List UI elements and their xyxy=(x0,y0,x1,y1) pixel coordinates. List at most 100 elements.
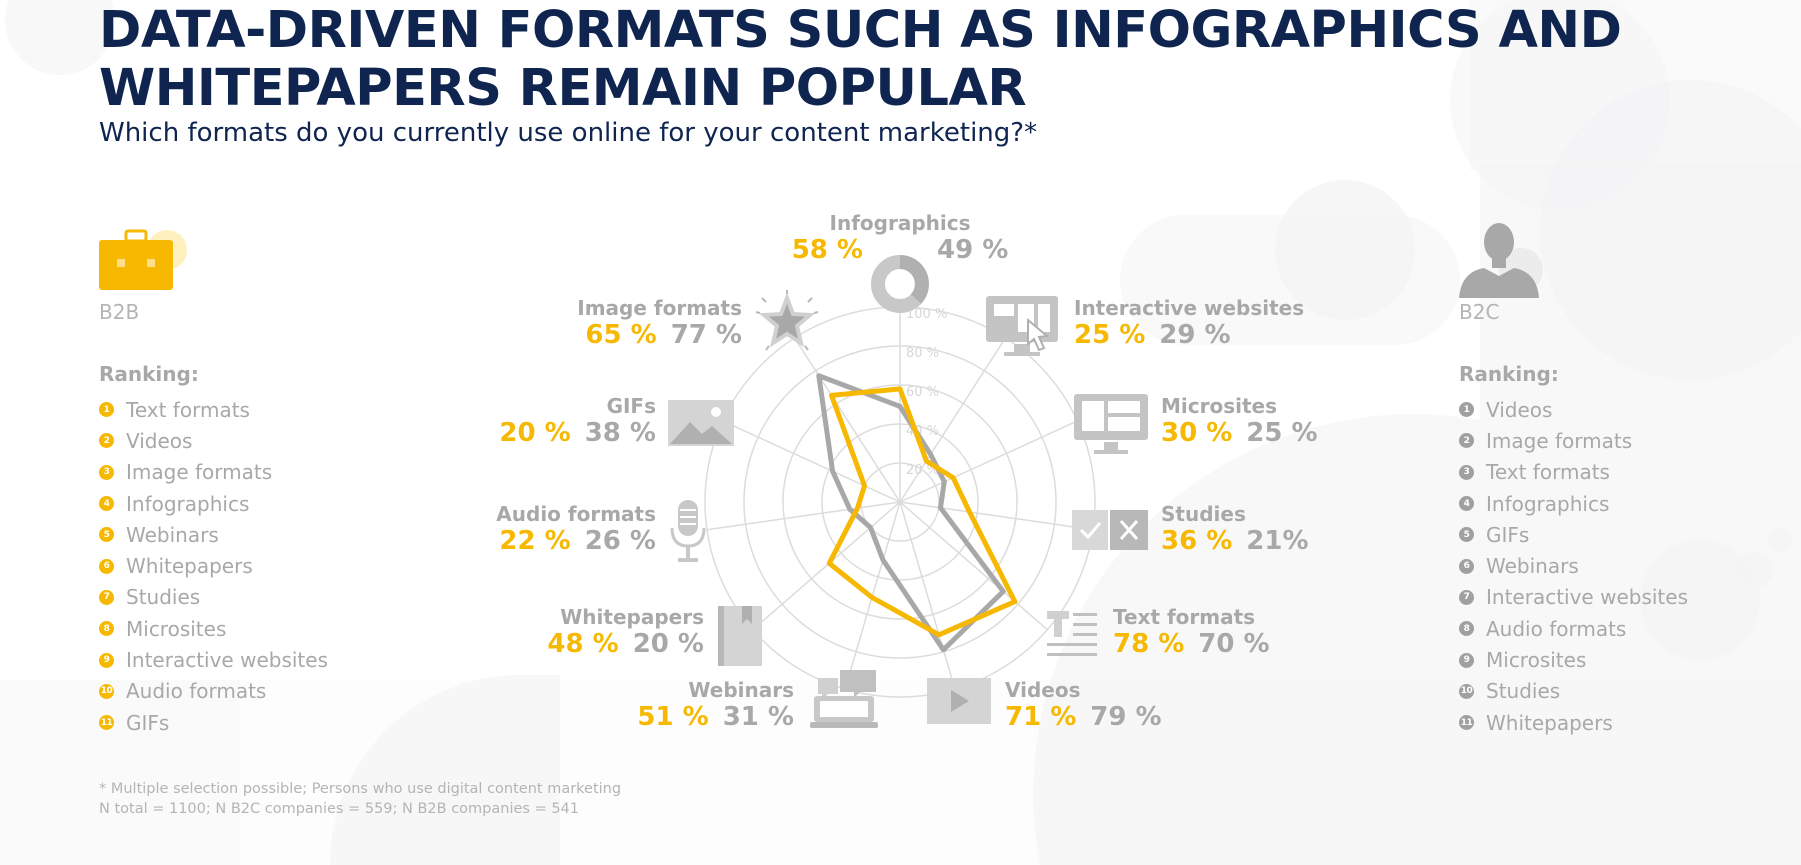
axis-label-text-formats: Text formats 78 % 70 % xyxy=(1113,605,1270,659)
list-item: 9 Microsites xyxy=(1459,644,1688,675)
rank-number-badge: 10 xyxy=(99,683,114,699)
axis-spoke xyxy=(899,501,956,690)
rank-number-badge: 6 xyxy=(99,558,114,574)
list-item: 3 Image formats xyxy=(99,457,328,488)
b2b-panel: B2B Ranking: 1 Text formats 2 Videos 3 Imag… xyxy=(99,228,328,738)
list-item: 1 Text formats xyxy=(99,394,328,425)
rank-label: Infographics xyxy=(126,491,250,516)
b2c-ranking-title: Ranking: xyxy=(1459,362,1559,386)
b2b-value-label: 48 % xyxy=(547,629,619,659)
rank-number-badge: 1 xyxy=(1459,402,1474,418)
list-item: 9 Interactive websites xyxy=(99,644,328,675)
list-item: 10 Audio formats xyxy=(99,676,328,707)
studies-icon xyxy=(1072,510,1148,550)
b2c-label: B2C xyxy=(1459,300,1500,324)
list-item: 2 Image formats xyxy=(1459,425,1688,456)
rank-label: Microsites xyxy=(126,616,227,641)
rank-label: Studies xyxy=(1486,679,1561,704)
rank-number-badge: 5 xyxy=(99,527,114,543)
b2c-value-label: 79 % xyxy=(1090,702,1162,732)
axis-label-image-formats: Image formats 65 % 77 % xyxy=(560,296,742,350)
rank-label: Image formats xyxy=(126,460,273,485)
b2b-value-label: 25 % xyxy=(1074,320,1146,350)
b2c-value-label: 77 % xyxy=(670,320,742,350)
list-item: 11 Whitepapers xyxy=(1459,707,1688,738)
b2b-value-label: 78 % xyxy=(1113,629,1185,659)
axis-label-studies: Studies 36 % 21% xyxy=(1161,502,1309,556)
list-item: 7 Interactive websites xyxy=(1459,582,1688,613)
b2b-value-label: 30 % xyxy=(1161,418,1233,448)
category-name: Studies xyxy=(1161,502,1246,526)
page-subtitle: Which formats do you currently use onlin… xyxy=(99,118,1038,148)
axis-label-audio-formats: Audio formats 22 % 26 % xyxy=(460,502,656,556)
rank-number-badge: 5 xyxy=(1459,527,1474,543)
list-item: 6 Webinars xyxy=(1459,550,1688,581)
axis-label-gifs: GIFs 20 % 38 % xyxy=(470,394,656,448)
axis-label-interactive-websites: Interactive websites 25 % 29 % xyxy=(1074,296,1304,350)
category-name: Microsites xyxy=(1161,394,1278,418)
rank-label: Image formats xyxy=(1486,428,1633,453)
rank-label: Studies xyxy=(126,585,201,610)
b2c-panel: B2C Ranking: 1 Videos 2 Image formats 3 Tex… xyxy=(1459,212,1688,738)
rank-number-badge: 9 xyxy=(99,652,114,668)
b2b-value-label: 71 % xyxy=(1005,702,1077,732)
list-item: 8 Microsites xyxy=(99,613,328,644)
b2b-value-label: 51 % xyxy=(637,702,709,732)
b2b-ranking-list: 1 Text formats 2 Videos 3 Image formats 4 In… xyxy=(99,394,328,738)
b2b-value-label: 22 % xyxy=(499,526,571,556)
footnote-line: * Multiple selection possible; Persons w… xyxy=(99,781,622,797)
category-name: Image formats xyxy=(577,296,742,320)
category-name: Whitepapers xyxy=(560,605,704,629)
list-item: 7 Studies xyxy=(99,582,328,613)
list-item: 10 Studies xyxy=(1459,676,1688,707)
b2c-value-label: 26 % xyxy=(584,526,656,556)
b2b-ranking-title: Ranking: xyxy=(99,362,199,386)
list-item: 1 Videos xyxy=(1459,394,1688,425)
b2c-value-label: 25 % xyxy=(1246,418,1318,448)
axis-spoke xyxy=(793,337,901,503)
b2c-value-label: 29 % xyxy=(1159,320,1231,350)
rank-number-badge: 2 xyxy=(99,433,114,449)
series-line-b2c xyxy=(816,373,1006,653)
page-title: DATA-DRIVEN FORMATS SUCH AS INFOGRAPHICS… xyxy=(99,1,1622,118)
rank-label: Microsites xyxy=(1486,648,1587,673)
microsite-icon xyxy=(1074,394,1148,454)
axis-spoke xyxy=(722,420,901,503)
tick-label: 20 % xyxy=(906,463,939,478)
rank-number-badge: 8 xyxy=(1459,621,1474,637)
rank-number-badge: 7 xyxy=(1459,589,1474,605)
rank-number-badge: 11 xyxy=(99,715,114,731)
b2c-value-label: 70 % xyxy=(1198,629,1270,659)
axis-spoke xyxy=(899,337,1007,503)
axis-spoke xyxy=(752,501,901,631)
axis-label-videos: Videos 71 % 79 % xyxy=(1005,678,1162,732)
rank-label: Videos xyxy=(126,428,193,453)
rank-number-badge: 1 xyxy=(99,402,114,418)
category-name: Videos xyxy=(1005,678,1081,702)
list-item: 5 GIFs xyxy=(1459,519,1688,550)
axis-label-microsites: Microsites 30 % 25 % xyxy=(1161,394,1318,448)
rank-number-badge: 11 xyxy=(1459,715,1474,731)
list-item: 4 Infographics xyxy=(99,488,328,519)
person-icon xyxy=(1459,223,1543,298)
b2b-value-label: 36 % xyxy=(1161,526,1233,556)
webinar-icon xyxy=(810,670,878,728)
rank-label: Webinars xyxy=(1486,554,1579,579)
category-name: Infographics xyxy=(829,211,971,235)
axis-spoke xyxy=(899,420,1078,503)
whitepaper-book-icon xyxy=(718,606,762,666)
list-item: 6 Whitepapers xyxy=(99,550,328,581)
rank-label: GIFs xyxy=(126,710,170,735)
image-icon xyxy=(668,400,734,446)
text-format-icon xyxy=(1047,611,1097,656)
b2c-ranking-list: 1 Videos 2 Image formats 3 Text formats 4 In… xyxy=(1459,394,1688,738)
rank-number-badge: 2 xyxy=(1459,433,1474,449)
category-name: GIFs xyxy=(606,394,656,418)
b2b-value-label: 65 % xyxy=(585,320,657,350)
list-item: 3 Text formats xyxy=(1459,457,1688,488)
rank-number-badge: 3 xyxy=(1459,464,1474,480)
rank-number-badge: 10 xyxy=(1459,683,1474,699)
b2c-value-label: 21% xyxy=(1246,526,1309,556)
